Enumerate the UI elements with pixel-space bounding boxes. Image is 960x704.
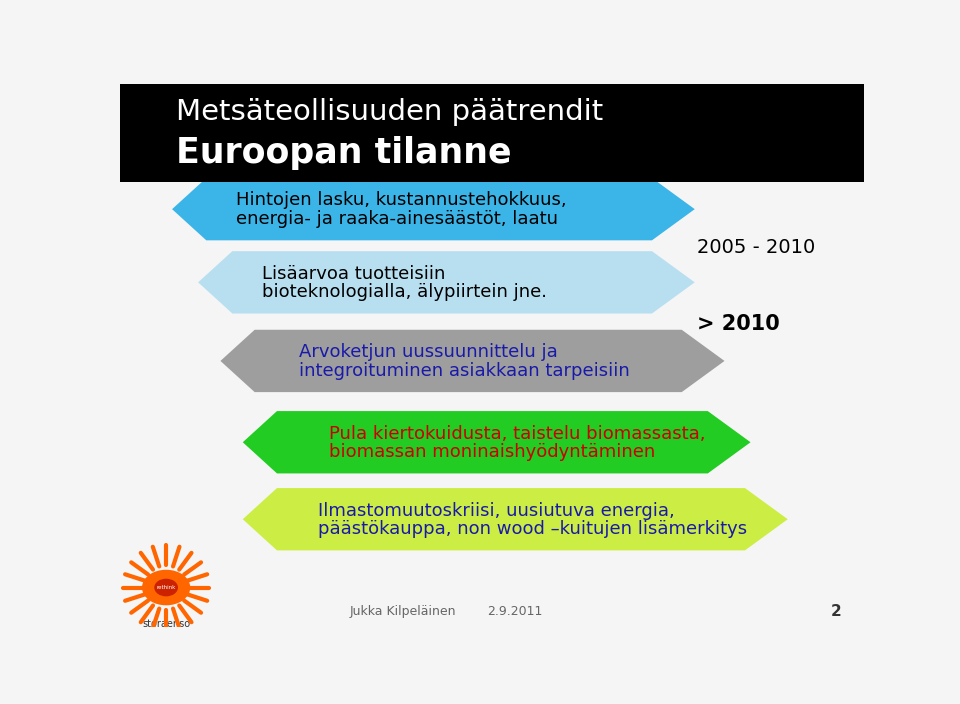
Text: 2005 - 2010: 2005 - 2010 bbox=[697, 238, 815, 256]
Text: energia- ja raaka-ainesäästöt, laatu: energia- ja raaka-ainesäästöt, laatu bbox=[236, 210, 558, 228]
Text: 2.9.2011: 2.9.2011 bbox=[487, 605, 542, 618]
Text: 2: 2 bbox=[831, 604, 842, 619]
FancyBboxPatch shape bbox=[120, 84, 864, 182]
Text: biomassan moninaishyödyntäminen: biomassan moninaishyödyntäminen bbox=[329, 444, 656, 461]
Text: bioteknologialla, älypiirtein jne.: bioteknologialla, älypiirtein jne. bbox=[262, 283, 547, 301]
Text: Metsäteollisuuden päätrendit: Metsäteollisuuden päätrendit bbox=[176, 98, 603, 126]
Text: Euroopan tilanne: Euroopan tilanne bbox=[176, 136, 512, 170]
Text: integroituminen asiakkaan tarpeisiin: integroituminen asiakkaan tarpeisiin bbox=[300, 362, 630, 380]
Polygon shape bbox=[243, 411, 751, 473]
Text: Jukka Kilpeläinen: Jukka Kilpeläinen bbox=[349, 605, 456, 618]
Text: päästökauppa, non wood –kuitujen lisämerkitys: päästökauppa, non wood –kuitujen lisämer… bbox=[318, 520, 747, 538]
Text: storaenso: storaenso bbox=[142, 620, 190, 629]
Text: Lisäarvoa tuotteisiin: Lisäarvoa tuotteisiin bbox=[262, 265, 445, 282]
Polygon shape bbox=[172, 178, 695, 240]
Polygon shape bbox=[221, 329, 725, 392]
Polygon shape bbox=[243, 488, 788, 551]
Text: Ilmastomuutoskriisi, uusiutuva energia,: Ilmastomuutoskriisi, uusiutuva energia, bbox=[318, 501, 675, 520]
Text: > 2010: > 2010 bbox=[697, 314, 780, 334]
Circle shape bbox=[155, 579, 178, 596]
Circle shape bbox=[143, 570, 189, 605]
Text: Hintojen lasku, kustannustehokkuus,: Hintojen lasku, kustannustehokkuus, bbox=[236, 191, 566, 209]
Text: Pula kiertokuidusta, taistelu biomassasta,: Pula kiertokuidusta, taistelu biomassast… bbox=[329, 425, 706, 443]
Text: rethink: rethink bbox=[156, 585, 176, 590]
Polygon shape bbox=[198, 251, 695, 313]
Text: Arvoketjun uussuunnittelu ja: Arvoketjun uussuunnittelu ja bbox=[300, 344, 558, 361]
